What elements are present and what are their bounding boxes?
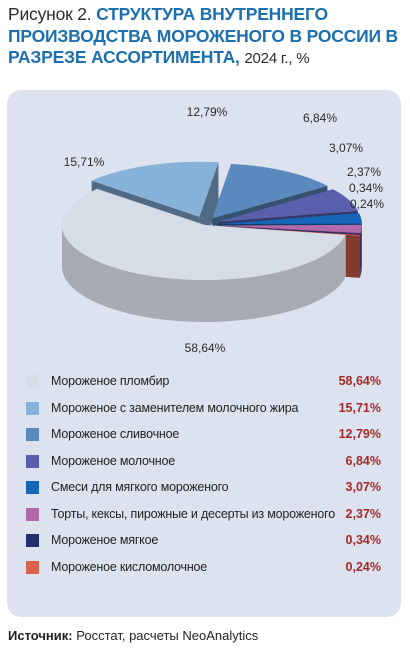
legend-item: Торты, кексы, пирожные и десерты из моро… [23,505,383,532]
pie-slice [91,161,219,217]
legend-item: Мороженое мягкое 0,34% [23,531,383,558]
legend-swatch [26,454,39,468]
pie-slice [218,224,362,234]
legend-label: Мороженое с заменителем молочного жира [51,400,299,415]
legend-item: Мороженое с заменителем молочного жира 1… [23,399,383,426]
pie-value-label: 0,24% [350,197,384,211]
pie-value-label: 3,07% [329,141,363,155]
legend-label: Торты, кексы, пирожные и десерты из моро… [51,506,335,521]
legend-swatch [26,375,39,388]
pie-slice [218,226,360,236]
legend-item: Мороженое пломбир 58,64% [23,372,383,399]
pie-labels: 58,64% 15,71% 12,79% 6,84% 3,07% 2,37% 0,34% 0,… [64,105,385,355]
pie-slice [62,188,346,280]
legend-value: 3,07% [345,480,381,494]
pie-value-label: 0,34% [349,181,383,195]
legend-value: 15,71% [338,400,381,415]
pie-value-label: 6,84% [303,111,337,125]
legend-swatch [26,401,39,415]
legend: Мороженое пломбир 58,64% Мороженое с зам… [23,372,383,584]
legend-item: Мороженое кисломолочное 0,24% [23,558,383,585]
pie-slice [218,226,361,235]
source-text: Росстат, расчеты NeoAnalytics [76,628,259,643]
source-label: Источник: [8,628,73,643]
pie-slice-side [61,225,346,322]
legend-item: Мороженое сливочное 12,79% [23,425,383,452]
legend-label: Мороженое сливочное [51,427,180,441]
pie-value-label: 15,71% [64,155,105,169]
legend-value: 0,34% [345,533,381,547]
legend-swatch [26,507,39,521]
legend-value: 6,84% [345,453,381,468]
pie-value-label: 12,79% [187,105,228,119]
legend-swatch [26,428,39,441]
source-note: Источник: Росстат, расчеты NeoAnalytics [8,628,258,643]
legend-value: 2,37% [345,506,381,521]
pie-slice [218,213,362,225]
pie-chart: 58,64% 15,71% 12,79% 6,84% 3,07% 2,37% 0,34% 0,… [61,105,385,355]
pie-slice [212,163,328,219]
title-unit: 2024 г., % [244,50,310,67]
title-main: СТРУКТУРА ВНУТРЕННЕГО ПРОИЗВОДСТВА МОРОЖ… [8,4,398,67]
legend-label: Мороженое пломбир [51,374,170,388]
pie-tops [62,161,362,280]
pie-slice [217,189,358,222]
legend-label: Мороженое кисломолочное [51,559,208,574]
pie-value-label: 2,37% [347,165,381,179]
legend-item: Смеси для мягкого мороженого 3,07% [23,478,383,505]
figure-number: Рисунок 2. [8,4,92,24]
legend-item: Мороженое молочное 6,84% [23,452,383,479]
legend-value: 58,64% [338,374,381,388]
legend-swatch [26,481,39,494]
legend-value: 12,79% [338,427,381,441]
legend-swatch [26,560,39,574]
legend-value: 0,24% [345,559,381,574]
legend-label: Мороженое молочное [51,453,175,468]
legend-label: Смеси для мягкого мороженого [51,480,229,494]
chart-title: Рисунок 2. СТРУКТУРА ВНУТРЕННЕГО ПРОИЗВО… [8,4,404,70]
pie-value-label: 58,64% [185,341,226,355]
legend-swatch [26,534,39,547]
legend-label: Мороженое мягкое [51,533,159,547]
